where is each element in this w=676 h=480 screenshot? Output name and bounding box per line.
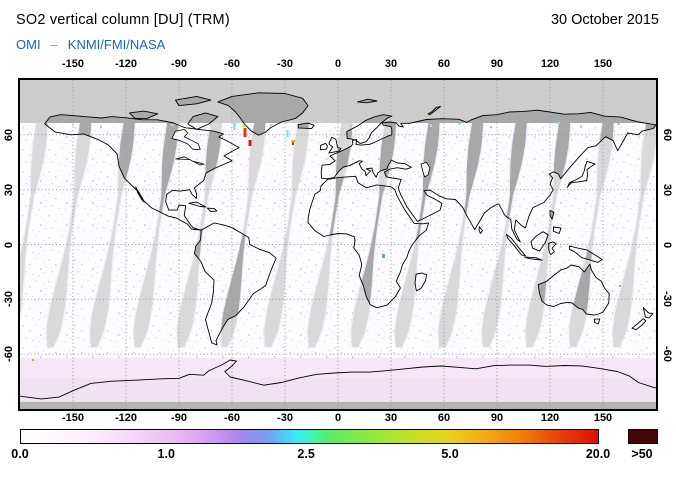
lon-tick-top-150: 150 xyxy=(593,58,613,70)
lon-tick-top--150: -150 xyxy=(61,58,85,70)
so2-data-specks xyxy=(32,122,621,361)
lat-tick-right-60: 60 xyxy=(661,128,673,141)
lon-tick-bottom--60: -60 xyxy=(224,412,240,424)
lat-tick-right-0: 0 xyxy=(661,241,673,248)
institutions-label: KNMI/FMI/NASA xyxy=(67,37,166,52)
colorbar-tick-20.0: 20.0 xyxy=(585,447,611,461)
speck-red-streak-a xyxy=(243,128,247,137)
colorbar-tick-2.5: 2.5 xyxy=(297,447,315,461)
speck-green-3 xyxy=(32,359,34,361)
lon-tick-top--120: -120 xyxy=(114,58,138,70)
lon-tick-top-30: 30 xyxy=(384,58,398,70)
lon-tick-top-90: 90 xyxy=(490,58,504,70)
lon-tick-bottom--90: -90 xyxy=(171,412,187,424)
speck-lavender-3 xyxy=(350,125,352,127)
speck-lavender-2 xyxy=(270,124,272,127)
lon-tick-bottom-150: 150 xyxy=(593,412,613,424)
coastlines xyxy=(20,92,656,400)
lat-tick-right--60: -60 xyxy=(661,346,673,363)
lon-tick-top--60: -60 xyxy=(224,58,240,70)
colorbar-overflow-label: >50 xyxy=(631,447,653,461)
speck-cyan-terminator-2 xyxy=(170,124,174,126)
lat-tick-left-30: 30 xyxy=(3,183,15,196)
speck-lavender-6 xyxy=(580,125,582,128)
world-map xyxy=(20,80,656,409)
lon-tick-top-120: 120 xyxy=(540,58,560,70)
speck-blue-congo xyxy=(382,254,385,258)
speck-yellowgreen-greenland xyxy=(242,125,246,127)
date-label: 30 October 2015 xyxy=(550,12,659,28)
lat-tick-right--30: -30 xyxy=(661,291,673,308)
colorbar-tick-5.0: 5.0 xyxy=(441,447,459,461)
lon-tick-top--90: -90 xyxy=(171,58,187,70)
speck-green-mini xyxy=(291,140,293,142)
page-title: SO2 vertical column [DU] (TRM) xyxy=(16,12,230,28)
lon-tick-bottom--150: -150 xyxy=(61,412,85,424)
speck-green-1 xyxy=(186,127,188,129)
lon-tick-bottom--30: -30 xyxy=(277,412,293,424)
colorbar-tick-0.0: 0.0 xyxy=(11,447,29,461)
lat-tick-left-60: 60 xyxy=(3,128,15,141)
colorbar-overflow-box xyxy=(628,429,658,444)
lat-tick-left-0: 0 xyxy=(3,241,15,248)
lon-tick-bottom--120: -120 xyxy=(114,412,138,424)
lon-tick-bottom-60: 60 xyxy=(437,412,451,424)
lon-tick-bottom-0: 0 xyxy=(334,412,342,424)
speck-cyan-terminator-1 xyxy=(556,122,560,124)
lon-tick-bottom-90: 90 xyxy=(490,412,504,424)
speck-cyan-terminator-3 xyxy=(617,123,620,125)
lon-tick-top-0: 0 xyxy=(334,58,342,70)
lon-tick-bottom-30: 30 xyxy=(384,412,398,424)
lat-tick-right-30: 30 xyxy=(661,183,673,196)
lon-tick-top--30: -30 xyxy=(277,58,293,70)
colorbar xyxy=(20,429,599,444)
colorbar-tick-1.0: 1.0 xyxy=(157,447,175,461)
subtitle: OMI – KNMI/FMI/NASA xyxy=(16,37,165,52)
speck-lavender-4 xyxy=(430,124,432,127)
speck-cyan-terminator-5 xyxy=(458,123,461,125)
speck-cyan-a xyxy=(233,123,236,130)
lon-tick-bottom-120: 120 xyxy=(540,412,560,424)
speck-green-2 xyxy=(619,285,621,287)
graticule xyxy=(20,80,656,409)
speck-cyan-b xyxy=(286,130,289,137)
speck-red-streak-b xyxy=(248,140,252,146)
instrument-label: OMI xyxy=(16,37,41,52)
lat-tick-left--30: -30 xyxy=(3,291,15,308)
speck-lavender-5 xyxy=(490,126,492,128)
subtitle-separator: – xyxy=(50,37,58,52)
speck-lavender-1 xyxy=(100,125,102,128)
world-map-frame xyxy=(18,78,658,411)
speck-cyan-terminator-4 xyxy=(72,124,74,126)
lat-tick-left--60: -60 xyxy=(3,346,15,363)
speck-orange-mini xyxy=(293,140,295,142)
lon-tick-top-60: 60 xyxy=(437,58,451,70)
speck-red-mini xyxy=(292,142,294,145)
